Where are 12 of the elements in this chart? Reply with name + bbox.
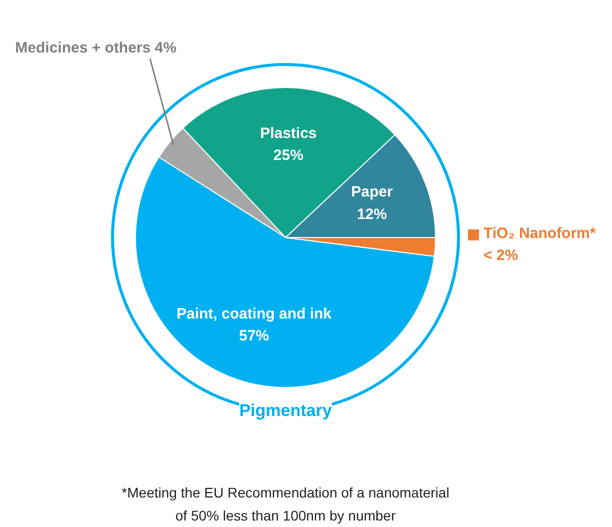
- text: *Meeting the EU Recommendation of a nanomaterial: [122, 484, 450, 500]
- text: of 50% less than 100nm by number: [175, 508, 396, 524]
- data-label: 12%: [356, 206, 387, 223]
- slice-label: Medicines + others 4%: [15, 40, 176, 56]
- data-label: 25%: [273, 147, 304, 164]
- slice-label: Paint, coating and ink: [176, 305, 332, 322]
- legend-label: TiO₂ Nanoform*: [484, 224, 596, 242]
- data-label: 57%: [238, 328, 270, 345]
- text: Pigmentary: [239, 401, 332, 420]
- data-label: < 2%: [484, 247, 518, 264]
- slice-label: Plastics: [260, 124, 317, 142]
- slice-label: Paper: [351, 184, 393, 201]
